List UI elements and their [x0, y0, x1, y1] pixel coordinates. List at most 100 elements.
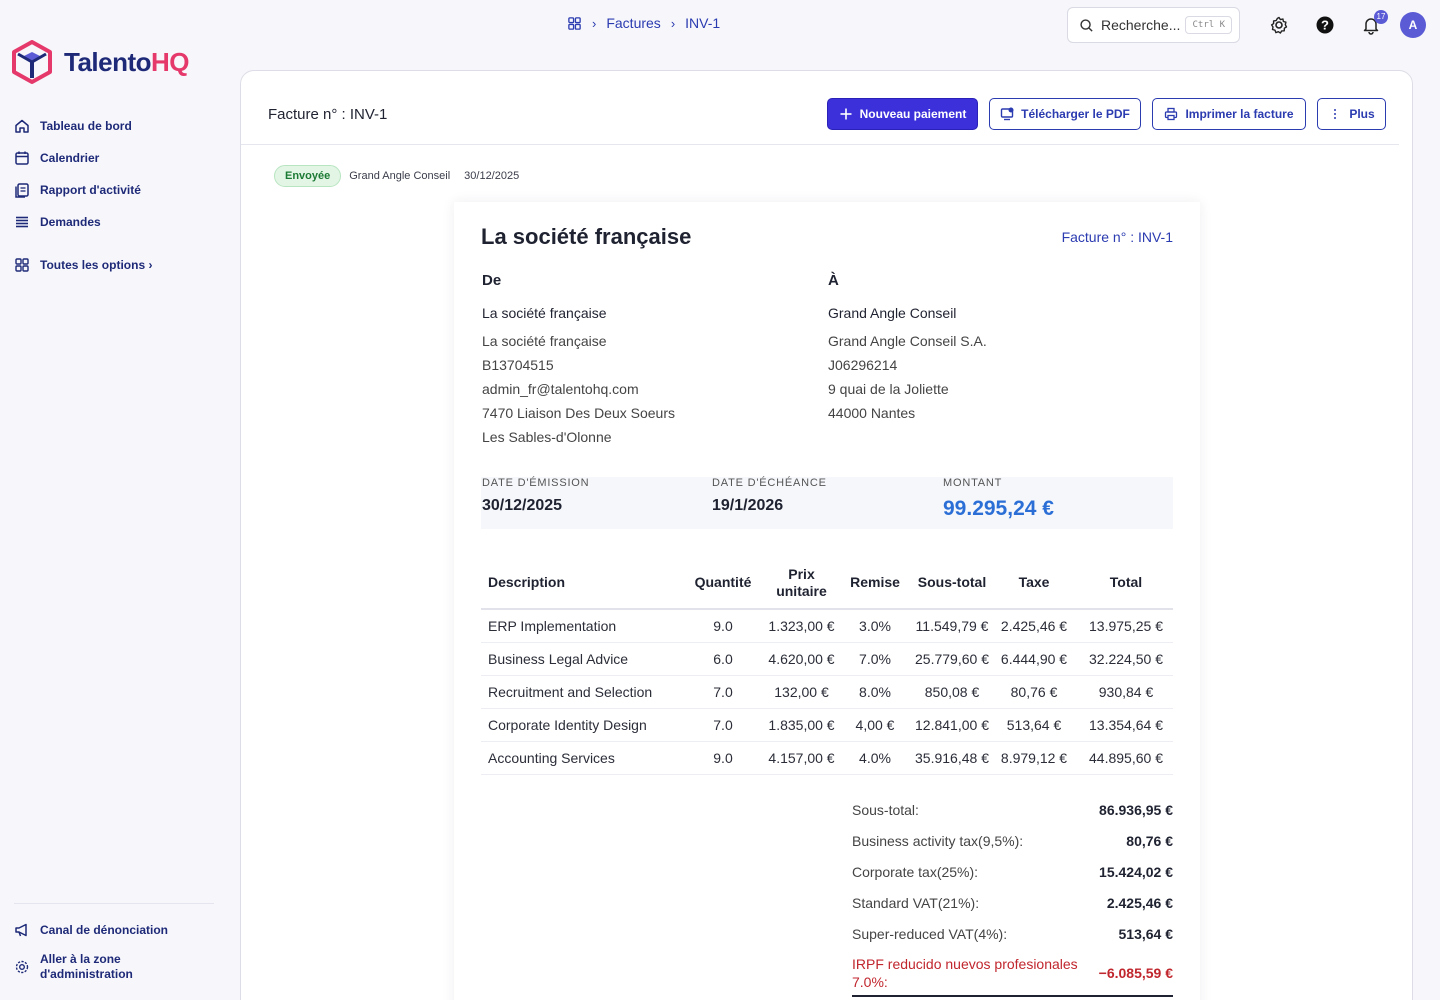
amount: MONTANT 99.295,24 € — [943, 477, 1054, 521]
new-payment-button[interactable]: Nouveau paiement — [827, 98, 978, 130]
search-input[interactable]: Recherche... Ctrl K — [1067, 7, 1240, 43]
gear-icon — [1270, 16, 1288, 34]
sidebar-item-calendar[interactable]: Calendrier — [14, 142, 214, 174]
avatar[interactable]: A — [1400, 12, 1426, 38]
table-row: Recruitment and Selection 7.0 132,00 € 8… — [481, 675, 1173, 709]
breadcrumb-invoices[interactable]: Factures — [606, 15, 661, 31]
sidebar-item-admin-zone[interactable]: Aller à la zone d'administration — [14, 946, 214, 982]
sidebar-item-requests[interactable]: Demandes — [14, 206, 214, 238]
plus-icon — [840, 108, 852, 120]
bell-icon — [1363, 18, 1379, 35]
table-header-row: Description Quantité Prix unitaire Remis… — [481, 557, 1173, 610]
totals-row-business-tax: Business activity tax(9,5%): 80,76 € — [852, 825, 1173, 856]
talentohq-logo[interactable]: TalentoHQ — [12, 40, 190, 84]
brand-name-accent: HQ — [151, 46, 190, 77]
cell-quantity: 6.0 — [678, 642, 768, 676]
printer-icon — [1165, 107, 1178, 121]
cell-tax: 80,76 € — [989, 675, 1079, 709]
grid-icon — [15, 258, 29, 272]
notifications-button[interactable] — [1360, 14, 1382, 36]
table-row: ERP Implementation 9.0 1.323,00 € 3.0% 1… — [481, 609, 1173, 643]
totals-value: 86.936,95 € — [1099, 801, 1173, 818]
to-heading: À — [828, 272, 839, 289]
cell-unit-price: 1.835,00 € — [768, 708, 835, 742]
sidebar-item-label: Demandes — [40, 215, 101, 229]
from-line: admin_fr@talentohq.com — [482, 381, 639, 397]
from-line: Les Sables-d'Olonne — [482, 429, 612, 445]
cell-discount: 7.0% — [835, 642, 915, 676]
brand-name-main: Talento — [64, 46, 152, 77]
cell-unit-price: 1.323,00 € — [768, 609, 835, 643]
to-line: J06296214 — [828, 357, 898, 373]
sidebar-item-label: Canal de dénonciation — [40, 922, 169, 937]
sidebar-nav: Tableau de bord Calendrier Rapport d'act… — [14, 110, 214, 281]
apps-icon[interactable] — [567, 16, 582, 31]
download-pdf-icon — [1000, 107, 1014, 121]
download-pdf-button[interactable]: Télécharger le PDF — [989, 98, 1141, 130]
more-vertical-icon — [1334, 109, 1337, 119]
to-line: 9 quai de la Joliette — [828, 381, 949, 397]
cell-subtotal: 850,08 € — [915, 675, 989, 709]
svg-text:?: ? — [1321, 18, 1329, 33]
cell-tax: 2.425,46 € — [989, 609, 1079, 643]
help-button[interactable]: ? — [1314, 14, 1336, 36]
cell-description: Recruitment and Selection — [481, 675, 678, 709]
invoice-totals: Sous-total: 86.936,95 € Business activit… — [852, 794, 1173, 997]
status-badge: Envoyée — [274, 165, 342, 187]
totals-value: 513,64 € — [1118, 925, 1174, 942]
column-header: Description — [481, 557, 678, 610]
cell-description: ERP Implementation — [481, 609, 678, 643]
cell-quantity: 7.0 — [678, 708, 768, 742]
cell-tax: 513,64 € — [989, 708, 1079, 742]
invoice-from: De La société française La société franç… — [482, 272, 782, 449]
totals-label: Standard VAT(21%): — [852, 894, 980, 911]
new-payment-label: Nouveau paiement — [859, 107, 967, 121]
totals-row-irpf-deduction: IRPF reducido nuevos profesionales 7.0%:… — [852, 949, 1173, 997]
totals-value: 2.425,46 € — [1106, 894, 1173, 911]
cell-unit-price: 4.157,00 € — [768, 741, 835, 775]
invoice-company-title: La société française — [481, 224, 692, 249]
table-row: Business Legal Advice 6.0 4.620,00 € 7.0… — [481, 642, 1173, 676]
download-pdf-label: Télécharger le PDF — [1021, 107, 1130, 121]
totals-row-subtotal: Sous-total: 86.936,95 € — [852, 794, 1173, 825]
sidebar-item-dashboard[interactable]: Tableau de bord — [14, 110, 214, 142]
search-icon — [1080, 18, 1093, 32]
sidebar-item-whistleblowing[interactable]: Canal de dénonciation — [14, 914, 214, 946]
print-invoice-label: Imprimer la facture — [1185, 107, 1294, 121]
cell-unit-price: 132,00 € — [768, 675, 835, 709]
from-name: La société française — [482, 305, 607, 321]
sidebar-item-label: Rapport d'activité — [40, 183, 141, 197]
cell-subtotal: 11.549,79 € — [915, 609, 989, 643]
notification-badge: 17 — [1374, 10, 1388, 24]
totals-row-corporate-tax: Corporate tax(25%): 15.424,02 € — [852, 856, 1173, 887]
settings-button[interactable] — [1268, 14, 1290, 36]
cell-total: 13.354,64 € — [1079, 708, 1173, 742]
cell-total: 44.895,60 € — [1079, 741, 1173, 775]
issue-date-value: 30/12/2025 — [482, 497, 563, 514]
amount-value: 99.295,24 € — [943, 497, 1054, 520]
sidebar-item-activity-report[interactable]: Rapport d'activité — [14, 174, 214, 206]
client-name: Grand Angle Conseil — [349, 170, 451, 182]
sidebar-item-all-options[interactable]: Toutes les options › — [14, 249, 214, 281]
cell-description: Business Legal Advice — [481, 642, 678, 676]
print-invoice-button[interactable]: Imprimer la facture — [1152, 98, 1306, 130]
sidebar: TalentoHQ Tableau de bord Calendrier Rap… — [0, 0, 222, 1000]
from-heading: De — [482, 272, 502, 289]
to-line: 44000 Nantes — [828, 405, 916, 421]
due-date-label: DATE D'ÉCHÉANCE — [712, 477, 827, 489]
chevron-right-icon: › — [592, 15, 597, 31]
chevron-right-icon: › — [670, 15, 676, 31]
more-button[interactable]: Plus — [1317, 98, 1386, 130]
gear-icon — [15, 960, 29, 974]
cell-subtotal: 12.841,00 € — [915, 708, 989, 742]
megaphone-icon — [15, 923, 27, 937]
breadcrumb-current[interactable]: INV-1 — [685, 15, 721, 31]
totals-row-super-reduced-vat: Super-reduced VAT(4%): 513,64 € — [852, 918, 1173, 949]
cell-total: 32.224,50 € — [1079, 642, 1173, 676]
cell-total: 13.975,25 € — [1079, 609, 1173, 643]
sidebar-item-label: Calendrier — [40, 151, 100, 165]
column-header: Quantité — [678, 557, 768, 610]
issue-date-label: DATE D'ÉMISSION — [482, 477, 590, 489]
cell-description: Accounting Services — [481, 741, 678, 775]
column-header: Total — [1079, 557, 1173, 610]
